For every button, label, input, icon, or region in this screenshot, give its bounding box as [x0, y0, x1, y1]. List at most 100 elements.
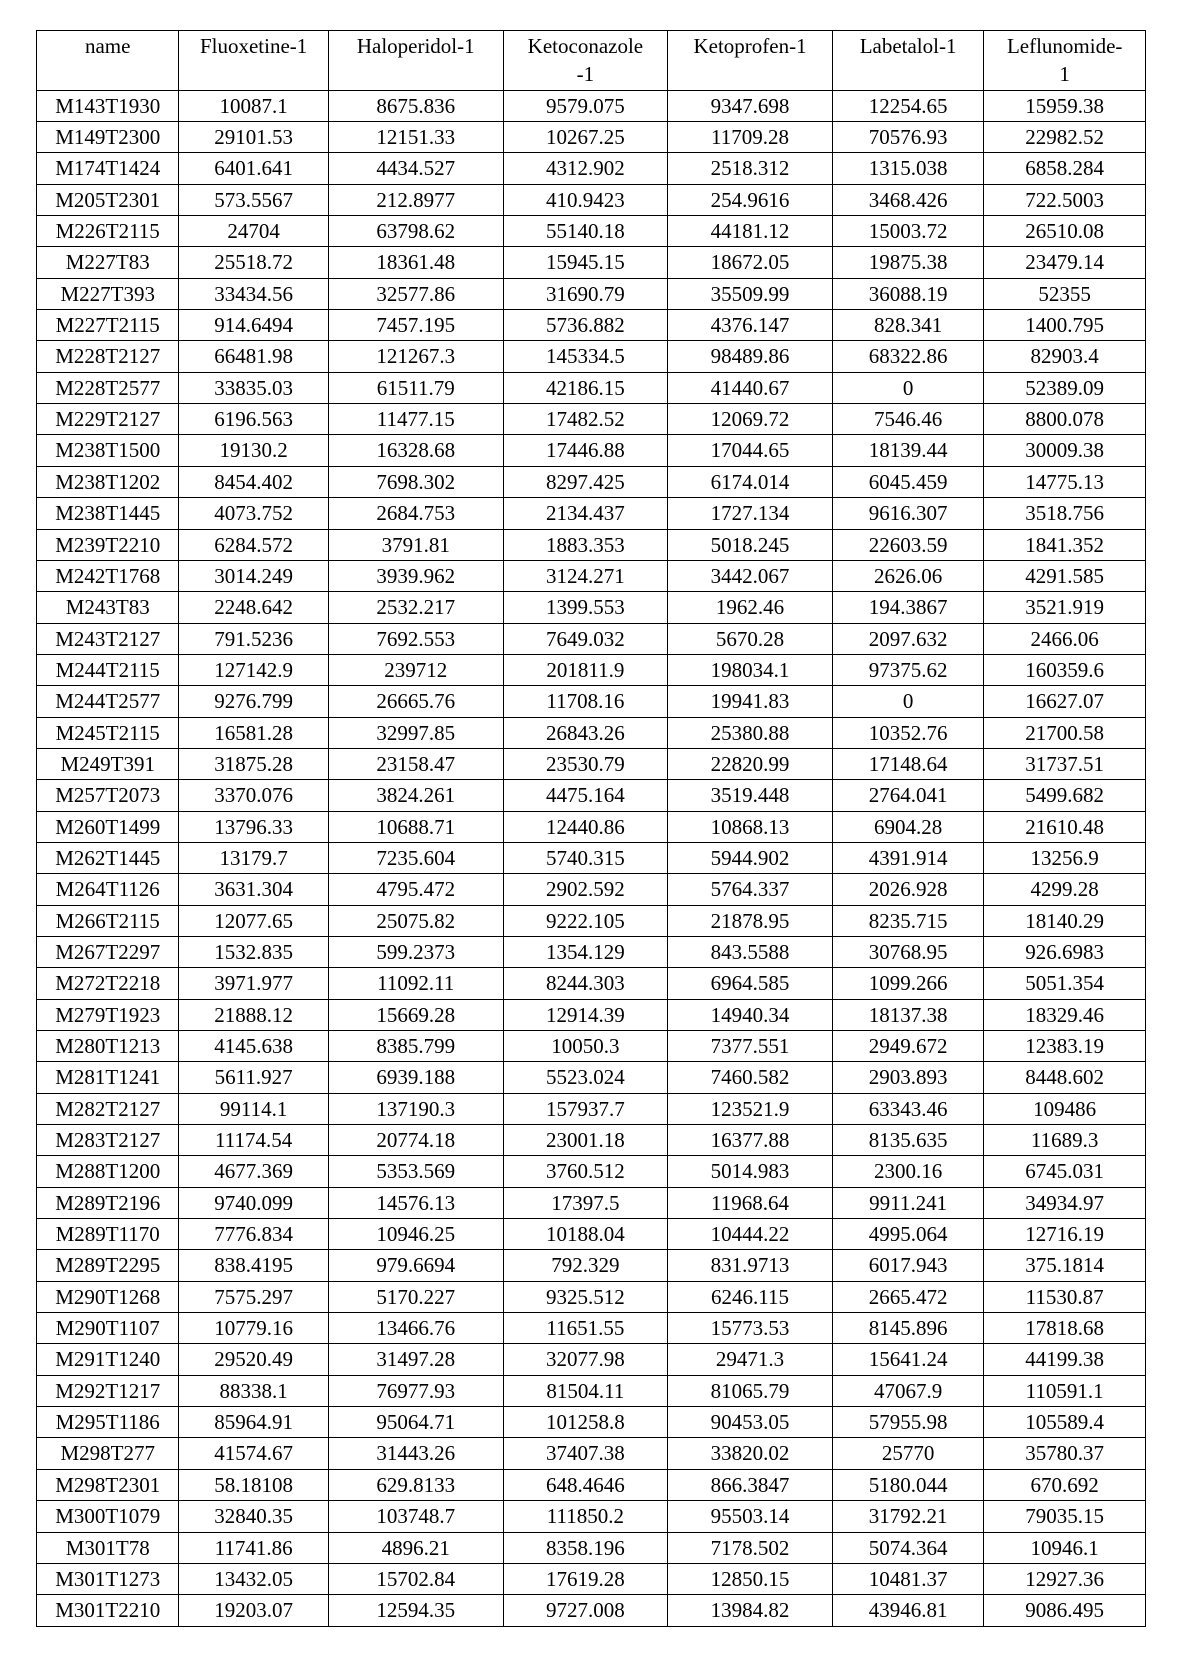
- cell-c6: 6858.284: [984, 153, 1146, 184]
- cell-c5: 8135.635: [832, 1125, 984, 1156]
- cell-c3: 2134.437: [503, 498, 668, 529]
- table-row: M229T21276196.56311477.1517482.5212069.7…: [37, 404, 1146, 435]
- table-header: name Fluoxetine-1 Haloperidol-1 Ketocona…: [37, 31, 1146, 91]
- cell-c5: 6904.28: [832, 811, 984, 842]
- cell-c2: 63798.62: [328, 216, 503, 247]
- table-row: M226T21152470463798.6255140.1844181.1215…: [37, 216, 1146, 247]
- cell-c6: 79035.15: [984, 1501, 1146, 1532]
- cell-c5: 18139.44: [832, 435, 984, 466]
- col-header-haloperidol-text: Haloperidol-1: [357, 34, 475, 58]
- table-row: M301T7811741.864896.218358.1967178.50250…: [37, 1532, 1146, 1563]
- col-header-name-text: name: [85, 34, 130, 58]
- cell-c6: 11689.3: [984, 1125, 1146, 1156]
- cell-c4: 18672.05: [668, 247, 833, 278]
- cell-c5: 12254.65: [832, 90, 984, 121]
- cell-c2: 4434.527: [328, 153, 503, 184]
- col-header-ketoprofen: Ketoprofen-1: [668, 31, 833, 91]
- col-header-fluoxetine: Fluoxetine-1: [179, 31, 328, 91]
- table-row: M245T211516581.2832997.8526843.2625380.8…: [37, 717, 1146, 748]
- cell-c5: 0: [832, 686, 984, 717]
- cell-c5: 18137.38: [832, 999, 984, 1030]
- cell-c5: 17148.64: [832, 748, 984, 779]
- table-body: M143T193010087.18675.8369579.0759347.698…: [37, 90, 1146, 1626]
- cell-name: M149T2300: [37, 122, 179, 153]
- cell-c5: 63343.46: [832, 1093, 984, 1124]
- cell-c6: 52389.09: [984, 372, 1146, 403]
- cell-c4: 6246.115: [668, 1281, 833, 1312]
- cell-c6: 670.692: [984, 1469, 1146, 1500]
- cell-c1: 838.4195: [179, 1250, 328, 1281]
- cell-c4: 12850.15: [668, 1563, 833, 1594]
- cell-c2: 25075.82: [328, 905, 503, 936]
- cell-c2: 13466.76: [328, 1313, 503, 1344]
- cell-c6: 109486: [984, 1093, 1146, 1124]
- table-row: M238T14454073.7522684.7532134.4371727.13…: [37, 498, 1146, 529]
- cell-c4: 15773.53: [668, 1313, 833, 1344]
- table-row: M239T22106284.5723791.811883.3535018.245…: [37, 529, 1146, 560]
- cell-c5: 31792.21: [832, 1501, 984, 1532]
- cell-c4: 5670.28: [668, 623, 833, 654]
- cell-c3: 4475.164: [503, 780, 668, 811]
- table-row: M288T12004677.3695353.5693760.5125014.98…: [37, 1156, 1146, 1187]
- cell-c5: 9911.241: [832, 1187, 984, 1218]
- cell-c3: 9727.008: [503, 1595, 668, 1626]
- cell-c1: 12077.65: [179, 905, 328, 936]
- cell-name: M143T1930: [37, 90, 179, 121]
- table-row: M301T221019203.0712594.359727.00813984.8…: [37, 1595, 1146, 1626]
- cell-c6: 16627.07: [984, 686, 1146, 717]
- cell-c4: 12069.72: [668, 404, 833, 435]
- cell-c6: 14775.13: [984, 466, 1146, 497]
- cell-c3: 9222.105: [503, 905, 668, 936]
- cell-c4: 9347.698: [668, 90, 833, 121]
- cell-c3: 42186.15: [503, 372, 668, 403]
- table-row: M257T20733370.0763824.2614475.1643519.44…: [37, 780, 1146, 811]
- cell-c2: 32577.86: [328, 278, 503, 309]
- cell-c3: 32077.98: [503, 1344, 668, 1375]
- cell-c3: 23001.18: [503, 1125, 668, 1156]
- cell-c1: 31875.28: [179, 748, 328, 779]
- table-row: M243T2127791.52367692.5537649.0325670.28…: [37, 623, 1146, 654]
- cell-c1: 4677.369: [179, 1156, 328, 1187]
- col-header-name: name: [37, 31, 179, 91]
- cell-c3: 81504.11: [503, 1375, 668, 1406]
- col-header-leflunomide-text: Leflunomide-: [1007, 34, 1122, 58]
- cell-name: M227T2115: [37, 310, 179, 341]
- cell-c5: 9616.307: [832, 498, 984, 529]
- table-row: M238T12028454.4027698.3028297.4256174.01…: [37, 466, 1146, 497]
- cell-c1: 41574.67: [179, 1438, 328, 1469]
- table-row: M228T257733835.0361511.7942186.1541440.6…: [37, 372, 1146, 403]
- cell-c3: 3760.512: [503, 1156, 668, 1187]
- cell-name: M289T1170: [37, 1219, 179, 1250]
- cell-c1: 33835.03: [179, 372, 328, 403]
- cell-c6: 722.5003: [984, 184, 1146, 215]
- table-header-row: name Fluoxetine-1 Haloperidol-1 Ketocona…: [37, 31, 1146, 91]
- cell-c3: 1883.353: [503, 529, 668, 560]
- cell-c4: 5014.983: [668, 1156, 833, 1187]
- table-row: M280T12134145.6388385.79910050.37377.551…: [37, 1031, 1146, 1062]
- cell-c2: 6939.188: [328, 1062, 503, 1093]
- cell-c1: 3631.304: [179, 874, 328, 905]
- cell-c5: 7546.46: [832, 404, 984, 435]
- table-row: M301T127313432.0515702.8417619.2812850.1…: [37, 1563, 1146, 1594]
- cell-c3: 7649.032: [503, 623, 668, 654]
- cell-c5: 19875.38: [832, 247, 984, 278]
- cell-c6: 82903.4: [984, 341, 1146, 372]
- cell-c2: 2532.217: [328, 592, 503, 623]
- cell-c3: 10188.04: [503, 1219, 668, 1250]
- cell-c4: 866.3847: [668, 1469, 833, 1500]
- cell-c4: 16377.88: [668, 1125, 833, 1156]
- cell-c6: 22982.52: [984, 122, 1146, 153]
- cell-c6: 18140.29: [984, 905, 1146, 936]
- cell-c3: 55140.18: [503, 216, 668, 247]
- cell-name: M245T2115: [37, 717, 179, 748]
- table-row: M266T211512077.6525075.829222.10521878.9…: [37, 905, 1146, 936]
- cell-name: M301T2210: [37, 1595, 179, 1626]
- col-header-ketoconazole-sub: -1: [577, 62, 595, 86]
- cell-c1: 29101.53: [179, 122, 328, 153]
- cell-name: M266T2115: [37, 905, 179, 936]
- cell-c2: 23158.47: [328, 748, 503, 779]
- cell-c4: 11709.28: [668, 122, 833, 153]
- cell-c6: 926.6983: [984, 936, 1146, 967]
- cell-name: M260T1499: [37, 811, 179, 842]
- cell-c2: 7457.195: [328, 310, 503, 341]
